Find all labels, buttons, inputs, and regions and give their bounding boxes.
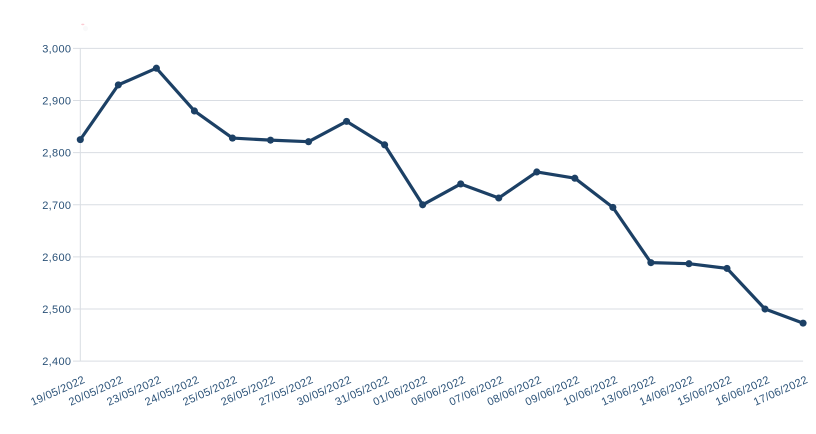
svg-text:2,700: 2,700 bbox=[42, 200, 71, 212]
svg-text:2,600: 2,600 bbox=[42, 252, 71, 264]
svg-text:2,500: 2,500 bbox=[42, 304, 71, 316]
svg-text:3,000: 3,000 bbox=[42, 43, 71, 55]
svg-text:2,800: 2,800 bbox=[42, 148, 71, 160]
svg-text:2,400: 2,400 bbox=[42, 356, 71, 368]
svg-text:2,900: 2,900 bbox=[42, 96, 71, 108]
